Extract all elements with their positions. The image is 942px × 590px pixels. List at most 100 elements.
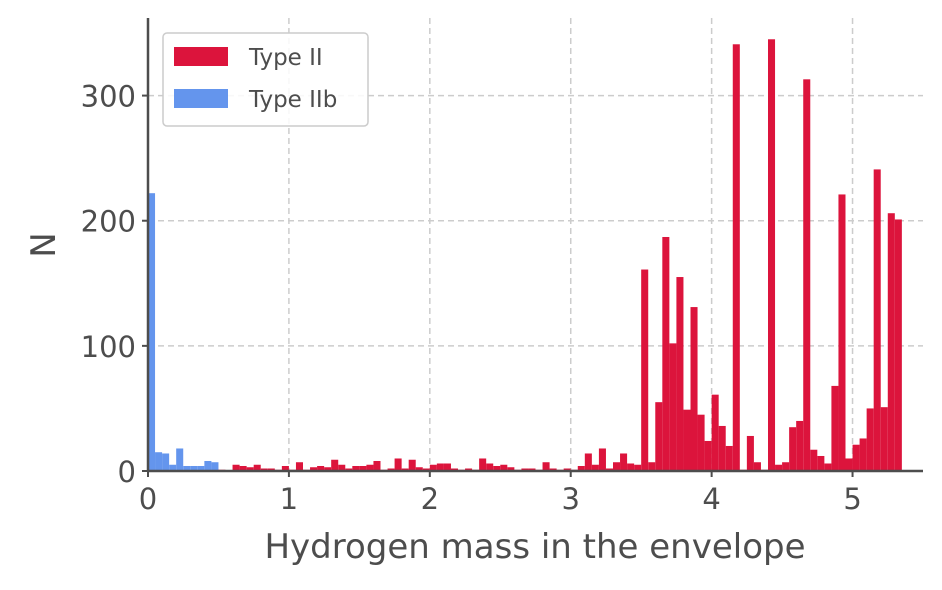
bar-type-iib (183, 465, 191, 471)
y-axis-label: N (24, 232, 64, 257)
bar-type-ii (746, 435, 754, 471)
bar-type-ii (796, 420, 804, 471)
bar-type-ii (803, 79, 811, 471)
axes (146, 18, 923, 473)
bar-type-ii (415, 467, 423, 471)
bar-type-ii (641, 269, 649, 471)
bar-type-ii (605, 468, 613, 471)
bar-type-iib (169, 464, 177, 471)
bar-type-ii (317, 465, 325, 471)
bar-type-ii (359, 465, 367, 471)
bar-type-ii (239, 465, 247, 471)
bar-type-ii (260, 468, 268, 471)
bar-type-ii (542, 462, 550, 471)
bar-type-ii (725, 445, 733, 471)
x-axis-label: Hydrogen mass in the envelope (264, 527, 805, 567)
bar-type-iib (155, 452, 163, 471)
legend-label-type-ii: Type II (248, 45, 323, 71)
bar-type-ii (866, 408, 874, 471)
bar-type-ii (662, 236, 670, 471)
bar-type-ii (429, 464, 437, 471)
bar-type-ii (817, 455, 825, 471)
bar-type-ii (824, 463, 832, 471)
y-tick-label: 0 (118, 455, 136, 489)
bar-type-ii (486, 463, 494, 471)
bar-type-ii (782, 462, 790, 471)
bar-type-ii (500, 464, 508, 471)
bar-type-ii (394, 458, 402, 471)
bar-type-ii (281, 465, 289, 471)
bar-type-ii (859, 438, 867, 471)
bar-type-ii (697, 414, 705, 471)
bar-type-ii (253, 464, 261, 471)
bar-type-ii (789, 427, 797, 471)
bar-type-ii (232, 464, 240, 471)
x-tick-label: 4 (702, 482, 720, 516)
legend: Type II Type IIb (162, 32, 369, 127)
bar-type-ii (598, 448, 606, 471)
bar-type-ii (690, 307, 698, 471)
bar-type-ii (845, 458, 853, 471)
x-tick-label: 3 (562, 482, 580, 516)
tick-labels: 0 1 2 3 4 5 0 100 200 300 (81, 80, 862, 516)
bar-type-iib (197, 465, 205, 471)
bar-type-ii (521, 468, 529, 471)
bar-type-ii (613, 462, 621, 471)
bar-type-ii (345, 468, 353, 471)
bar-type-ii (387, 468, 395, 471)
bar-type-ii (711, 394, 719, 471)
bar-type-ii (563, 468, 571, 471)
bar-type-ii (373, 460, 381, 471)
bar-type-ii (810, 449, 818, 471)
y-tick-label: 200 (81, 205, 136, 239)
bar-type-ii (852, 444, 860, 471)
bar-type-ii (584, 453, 592, 471)
bar-type-ii (528, 468, 536, 471)
bar-type-ii (246, 467, 254, 471)
bar-type-ii (267, 468, 275, 471)
bar-type-ii (873, 169, 881, 472)
bar-type-ii (718, 425, 726, 471)
bar-type-ii (338, 464, 346, 471)
bar-type-ii (775, 464, 783, 471)
bar-type-ii (352, 465, 360, 471)
bar-type-ii (591, 464, 599, 471)
bar-type-ii (493, 465, 501, 471)
bar-type-iib (148, 193, 156, 472)
bar-type-ii (577, 465, 585, 471)
legend-swatch-type-iib (174, 89, 228, 108)
bar-type-ii (887, 213, 895, 472)
bar-type-ii (732, 44, 740, 472)
legend-swatch-type-ii (174, 47, 228, 66)
bar-type-ii (669, 343, 677, 471)
bar-type-ii (465, 468, 473, 471)
bars (148, 39, 902, 472)
y-tick-label: 100 (81, 330, 136, 364)
x-tick-label: 5 (843, 482, 861, 516)
bar-type-ii (620, 453, 628, 471)
bar-type-ii (324, 467, 332, 471)
bar-type-ii (436, 463, 444, 471)
bar-type-ii (295, 462, 303, 471)
bar-type-ii (408, 459, 416, 471)
bar-type-ii (366, 464, 374, 471)
bar-type-ii (894, 219, 902, 471)
bar-type-ii (443, 463, 451, 471)
bar-type-ii (831, 385, 839, 471)
bar-type-iib (176, 448, 184, 471)
bar-type-ii (704, 440, 712, 471)
bar-type-ii (507, 467, 515, 471)
bar-type-iib (204, 460, 212, 471)
bar-type-ii (655, 402, 663, 471)
bar-type-iib (190, 465, 198, 471)
bar-type-ii (627, 463, 635, 471)
x-tick-label: 0 (139, 482, 157, 516)
bar-type-ii (648, 462, 656, 471)
legend-label-type-iib: Type IIb (248, 87, 337, 113)
x-tick-label: 1 (280, 482, 298, 516)
bar-type-ii (450, 468, 458, 471)
bar-type-ii (479, 458, 487, 471)
bar-type-ii (880, 407, 888, 471)
